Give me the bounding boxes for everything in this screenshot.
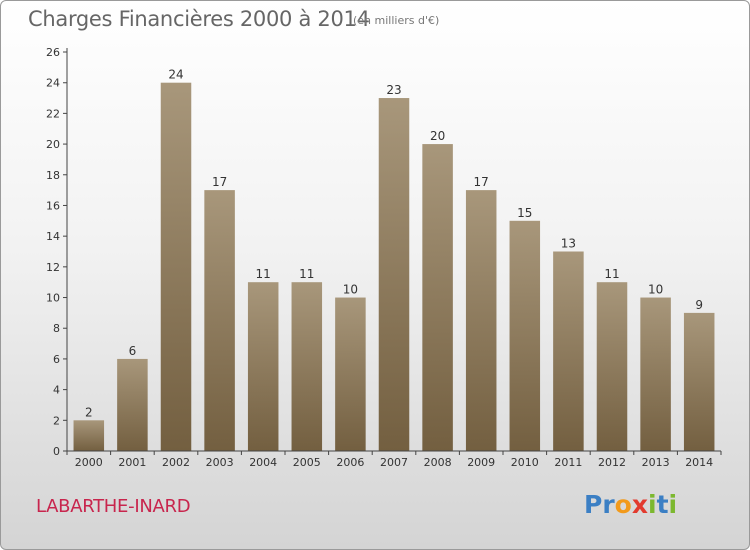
chart-subtitle: (en milliers d'€)	[353, 14, 440, 27]
bar-value-label: 17	[474, 175, 489, 189]
y-tick-label: 0	[53, 445, 60, 458]
bar	[160, 82, 192, 451]
x-tick-label: 2005	[293, 456, 321, 469]
x-tick-label: 2002	[162, 456, 190, 469]
x-tick-label: 2012	[598, 456, 626, 469]
logo-letter: i	[668, 490, 678, 519]
y-tick-label: 20	[46, 138, 60, 151]
x-tick-label: 2009	[467, 456, 495, 469]
bar	[204, 190, 235, 451]
y-tick-label: 14	[46, 230, 60, 243]
x-tick-label: 2014	[685, 456, 713, 469]
bar-value-label: 11	[299, 267, 314, 281]
bar-value-label: 13	[561, 237, 576, 251]
y-tick-label: 22	[46, 107, 60, 120]
bar-value-label: 20	[430, 129, 445, 143]
bar	[291, 282, 323, 451]
bar	[335, 297, 366, 451]
y-tick-label: 2	[53, 414, 60, 427]
bar-value-label: 6	[129, 344, 137, 358]
x-tick-label: 2000	[75, 456, 103, 469]
x-tick-label: 2010	[511, 456, 539, 469]
logo-letter: P	[584, 490, 603, 519]
bar	[509, 220, 541, 451]
y-tick-label: 4	[53, 384, 60, 397]
bar-value-label: 24	[168, 68, 183, 82]
commune-name: LABARTHE-INARD	[36, 496, 191, 517]
proxiti-logo: Proxiti	[584, 490, 677, 519]
logo-letter: i	[648, 490, 657, 519]
bar	[640, 297, 671, 451]
bar-value-label: 23	[386, 83, 401, 97]
y-tick-label: 26	[46, 46, 60, 59]
bar	[596, 282, 628, 451]
logo-letter: r	[602, 490, 615, 519]
y-tick-label: 8	[53, 322, 60, 335]
y-tick-label: 6	[53, 353, 60, 366]
x-tick-label: 2003	[206, 456, 234, 469]
bar	[465, 190, 497, 451]
y-tick-label: 10	[46, 292, 60, 305]
x-tick-label: 2006	[336, 456, 364, 469]
y-tick-label: 16	[46, 199, 60, 212]
x-tick-label: 2008	[424, 456, 452, 469]
logo-letter: o	[614, 490, 632, 519]
bar-value-label: 11	[604, 267, 619, 281]
bar-value-label: 11	[256, 267, 271, 281]
bar	[553, 251, 584, 451]
bar-value-label: 10	[648, 283, 663, 297]
bar	[247, 282, 279, 451]
bar	[683, 312, 715, 451]
bar-value-label: 15	[517, 206, 532, 220]
x-tick-label: 2001	[118, 456, 146, 469]
logo-letter: t	[656, 490, 669, 519]
chart-title: Charges Financières 2000 à 2014	[28, 7, 370, 31]
bar	[73, 420, 105, 451]
bar-value-label: 2	[85, 405, 93, 419]
bar-value-label: 17	[212, 175, 227, 189]
logo-letter: x	[631, 490, 648, 519]
x-tick-label: 2011	[554, 456, 582, 469]
y-tick-label: 12	[46, 261, 60, 274]
bar	[422, 144, 453, 452]
bar-value-label: 9	[695, 298, 703, 312]
x-tick-label: 2007	[380, 456, 408, 469]
bar	[378, 98, 410, 452]
x-tick-label: 2004	[249, 456, 277, 469]
bar	[117, 358, 148, 451]
bar-value-label: 10	[343, 283, 358, 297]
x-tick-label: 2013	[642, 456, 670, 469]
y-tick-label: 18	[46, 169, 60, 182]
y-tick-label: 24	[46, 77, 60, 90]
